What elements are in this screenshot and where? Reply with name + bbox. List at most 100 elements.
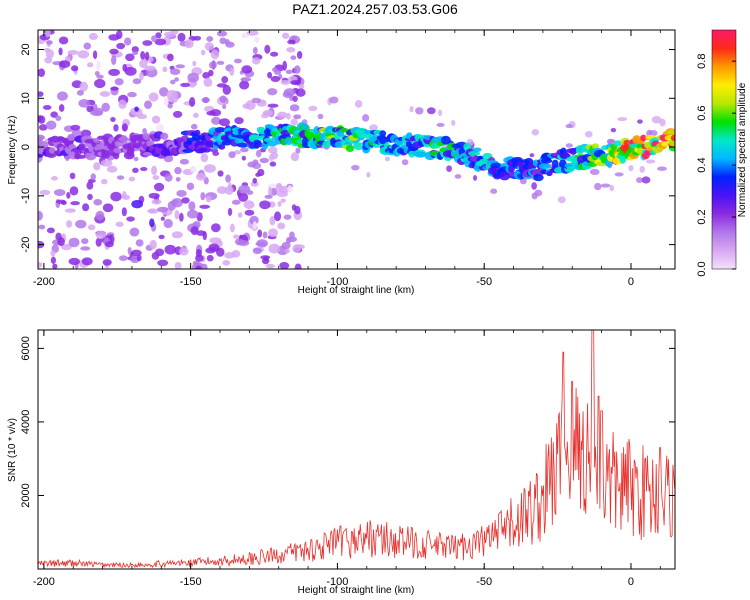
spectrogram-cell <box>369 124 378 131</box>
spectrogram-cell <box>225 174 232 183</box>
spectrogram-cell <box>149 239 157 250</box>
spectrogram-cell <box>268 243 281 254</box>
spectrogram-cell <box>61 243 72 251</box>
spectrogram-cell <box>256 239 268 248</box>
spectrogram-cell <box>636 177 643 184</box>
spectrogram-cell <box>52 263 58 269</box>
y-tick-label: 10 <box>20 92 32 104</box>
x-tick-label: -150 <box>180 276 202 288</box>
spectrogram-cell <box>151 115 161 124</box>
spectrogram-cell <box>268 154 274 162</box>
spectrogram-cell <box>190 226 199 236</box>
spectrogram-cell <box>242 103 251 109</box>
spectrogram-cell <box>66 220 73 228</box>
spectrogram-cell <box>66 192 71 199</box>
spectrogram-cell <box>79 81 89 92</box>
spectrogram-cell <box>50 256 57 264</box>
spectrogram-cell <box>124 37 132 46</box>
spectrogram-cell <box>285 237 292 244</box>
spectrogram-cell <box>127 247 132 255</box>
spectrogram-cell <box>68 257 81 266</box>
spectrogram-cell <box>298 84 305 89</box>
y-tick-label: 6000 <box>20 336 32 360</box>
spectrogram-cell <box>38 210 43 221</box>
spectrogram-cell <box>132 78 142 85</box>
spectrogram-cell <box>301 123 309 131</box>
spectrogram-cell <box>102 203 114 213</box>
spectrogram-cell <box>269 216 276 226</box>
spectrogram-cell <box>246 30 259 36</box>
y-tick-label: -10 <box>20 188 32 204</box>
spectrogram-cell <box>293 65 301 74</box>
spectrogram-cell <box>287 185 293 193</box>
spectrogram-cell <box>241 65 253 74</box>
spectrogram-cell <box>58 104 65 112</box>
spectrogram-cell <box>158 234 165 240</box>
spectrogram-cell <box>175 176 181 182</box>
spectrogram-cell <box>170 79 176 85</box>
spectrogram-cell <box>39 189 51 196</box>
spectrogram-cell <box>211 116 221 125</box>
spectrogram-cell <box>69 186 79 196</box>
spectrogram-cell <box>219 95 227 103</box>
x-tick-label: 0 <box>628 576 634 588</box>
spectrogram-cell <box>101 148 110 158</box>
spectrogram-cell <box>293 114 302 120</box>
spectrogram-cell <box>252 46 258 55</box>
y-tick-label: 2000 <box>20 483 32 507</box>
spectrogram-cell <box>109 48 119 55</box>
spectrogram-cell <box>144 100 152 110</box>
spectrogram-cell <box>76 89 84 96</box>
spectrogram-cell <box>55 199 67 204</box>
snr-y-label: SNR (10 * v/v) <box>7 418 18 482</box>
spectrogram-cell <box>140 166 148 172</box>
spectrogram-cell <box>206 36 214 42</box>
spectrogram-cell <box>156 123 164 133</box>
spectrogram-cell <box>259 157 269 164</box>
spectrogram-cell <box>193 35 202 41</box>
spectrogram-cell <box>167 53 174 62</box>
spectrogram-cell <box>637 119 643 124</box>
spectrogram-cell <box>38 224 46 230</box>
spectrogram-cell <box>473 175 478 181</box>
spectrogram-cell <box>127 91 137 98</box>
spectrogram-cell <box>136 254 142 262</box>
spectrogram-cell <box>666 130 675 135</box>
spectrogram-cell <box>87 193 93 201</box>
spectrogram-cell <box>122 191 127 199</box>
spectrogram-cell <box>225 41 235 48</box>
colorbar-frame <box>711 29 737 270</box>
spectrogram-cell <box>122 63 128 72</box>
spectrogram-cell <box>202 72 211 79</box>
spectrogram-cell <box>351 164 360 171</box>
spectrogram-cell <box>252 177 258 184</box>
spectrogram-cell <box>56 91 68 101</box>
spectrogram-cell <box>290 55 297 60</box>
spectrogram-cell <box>366 171 371 178</box>
spectrogram-cell <box>238 192 249 202</box>
spectrogram-cell <box>414 151 427 158</box>
spectrogram-cell <box>229 67 235 76</box>
spectrogram-cell <box>218 118 231 127</box>
spectrogram-cell <box>240 77 252 82</box>
spectrogram-cell <box>186 182 195 191</box>
spectrogram-cell <box>146 140 155 147</box>
spectrogram-cell <box>124 66 137 76</box>
spectrogram-cell <box>94 71 100 77</box>
spectrogram-cell <box>241 32 249 39</box>
spectrogram-cell <box>287 39 296 45</box>
spectrogram-cell <box>148 208 156 214</box>
spectrogram-cell <box>657 166 667 171</box>
spectrogram-cell <box>77 50 90 59</box>
spectrogram-cell <box>664 135 673 141</box>
spectrogram-cell <box>53 189 66 196</box>
spectrogram-cell <box>163 31 176 38</box>
spectrogram-cell <box>114 78 124 86</box>
spectrogram-cell <box>194 129 201 136</box>
spectrogram-cell <box>93 162 101 171</box>
spectrogram-cell <box>284 248 291 254</box>
spectrogram-cell <box>231 249 241 258</box>
spectrogram-cell <box>177 32 186 42</box>
